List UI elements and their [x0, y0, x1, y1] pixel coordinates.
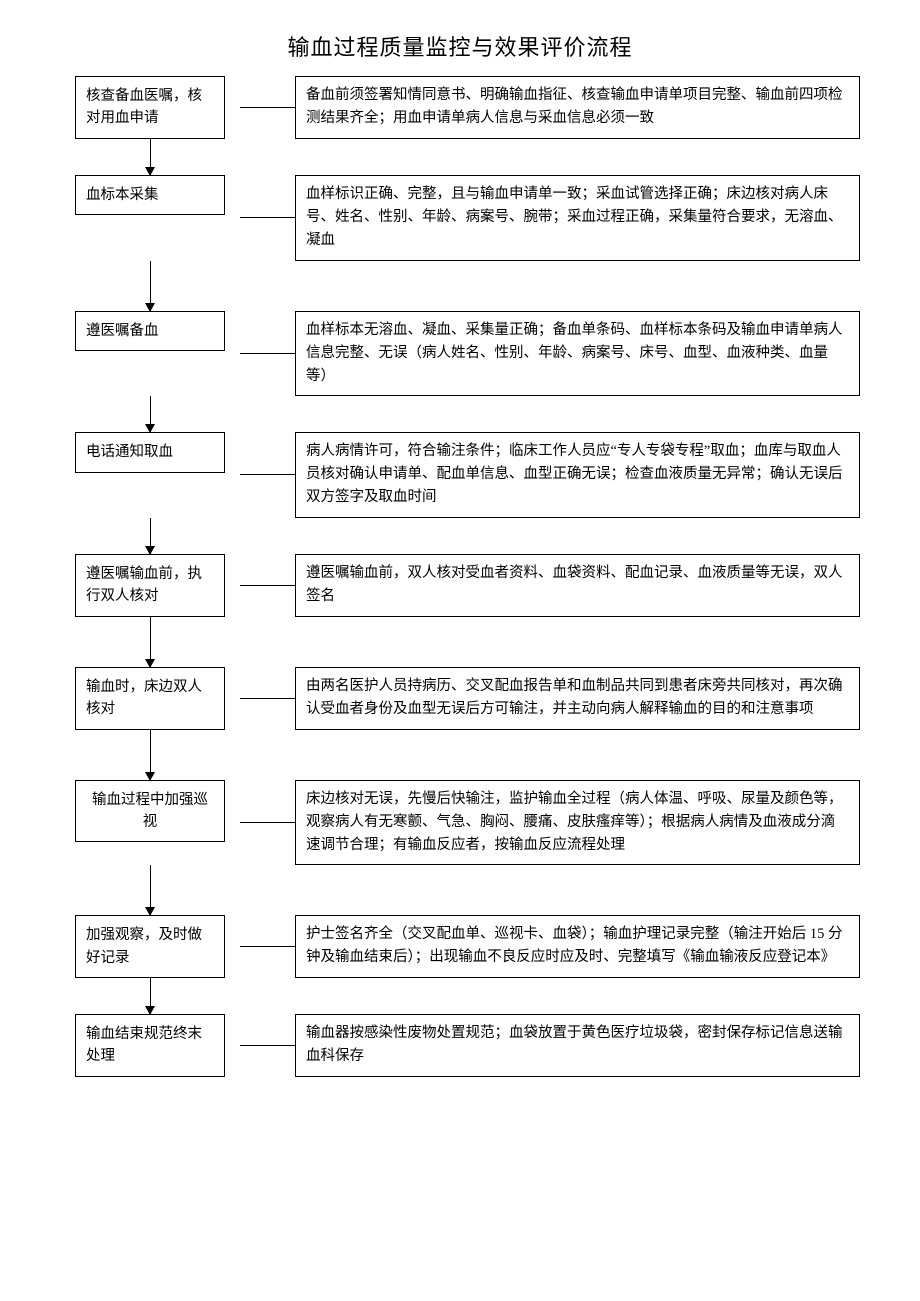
- flow-row: 输血时，床边双人核对 由两名医护人员持病历、交叉配血报告单和血制品共同到患者床旁…: [60, 667, 860, 730]
- flow-row: 电话通知取血 病人病情许可，符合输注条件；临床工作人员应“专人专袋专程”取血；血…: [60, 432, 860, 518]
- connector-horizontal: [240, 107, 295, 108]
- flow-row: 遵医嘱输血前，执行双人核对 遵医嘱输血前，双人核对受血者资料、血袋资料、配血记录…: [60, 554, 860, 617]
- desc-box: 病人病情许可，符合输注条件；临床工作人员应“专人专袋专程”取血；血库与取血人员核…: [295, 432, 860, 518]
- arrow-down-icon: [150, 518, 151, 554]
- connector-horizontal: [240, 585, 295, 586]
- arrow-down-icon: [150, 617, 151, 667]
- arrow-down-icon: [150, 978, 151, 1014]
- step-box: 电话通知取血: [75, 432, 225, 472]
- connector-horizontal: [240, 353, 295, 354]
- flow-row: 遵医嘱备血 血样标本无溶血、凝血、采集量正确；备血单条码、血样标本条码及输血申请…: [60, 311, 860, 397]
- desc-box: 床边核对无误，先慢后快输注，监护输血全过程（病人体温、呼吸、尿量及颜色等，观察病…: [295, 780, 860, 866]
- flow-row: 加强观察，及时做好记录 护士签名齐全（交叉配血单、巡视卡、血袋）；输血护理记录完…: [60, 915, 860, 978]
- desc-box: 血样标本无溶血、凝血、采集量正确；备血单条码、血样标本条码及输血申请单病人信息完…: [295, 311, 860, 397]
- step-box: 血标本采集: [75, 175, 225, 215]
- step-box: 遵医嘱备血: [75, 311, 225, 351]
- desc-box: 遵医嘱输血前，双人核对受血者资料、血袋资料、配血记录、血液质量等无误，双人签名: [295, 554, 860, 617]
- flow-row: 核查备血医嘱，核对用血申请 备血前须签署知情同意书、明确输血指征、核查输血申请单…: [60, 76, 860, 139]
- step-box: 输血过程中加强巡视: [75, 780, 225, 843]
- step-box: 输血时，床边双人核对: [75, 667, 225, 730]
- step-box: 输血结束规范终末处理: [75, 1014, 225, 1077]
- step-box: 遵医嘱输血前，执行双人核对: [75, 554, 225, 617]
- connector-horizontal: [240, 1045, 295, 1046]
- desc-box: 由两名医护人员持病历、交叉配血报告单和血制品共同到患者床旁共同核对，再次确认受血…: [295, 667, 860, 730]
- desc-box: 输血器按感染性废物处置规范；血袋放置于黄色医疗垃圾袋，密封保存标记信息送输血科保…: [295, 1014, 860, 1077]
- page-title: 输血过程质量监控与效果评价流程: [60, 30, 860, 62]
- flow-row: 血标本采集 血样标识正确、完整，且与输血申请单一致；采血试管选择正确；床边核对病…: [60, 175, 860, 261]
- arrow-down-icon: [150, 139, 151, 175]
- desc-box: 备血前须签署知情同意书、明确输血指征、核查输血申请单项目完整、输血前四项检测结果…: [295, 76, 860, 139]
- connector-horizontal: [240, 474, 295, 475]
- flowchart-container: 核查备血医嘱，核对用血申请 备血前须签署知情同意书、明确输血指征、核查输血申请单…: [60, 76, 860, 1077]
- desc-box: 血样标识正确、完整，且与输血申请单一致；采血试管选择正确；床边核对病人床号、姓名…: [295, 175, 860, 261]
- arrow-down-icon: [150, 396, 151, 432]
- flow-row: 输血过程中加强巡视 床边核对无误，先慢后快输注，监护输血全过程（病人体温、呼吸、…: [60, 780, 860, 866]
- connector-horizontal: [240, 217, 295, 218]
- flow-row: 输血结束规范终末处理 输血器按感染性废物处置规范；血袋放置于黄色医疗垃圾袋，密封…: [60, 1014, 860, 1077]
- step-box: 加强观察，及时做好记录: [75, 915, 225, 978]
- step-box: 核查备血医嘱，核对用血申请: [75, 76, 225, 139]
- arrow-down-icon: [150, 730, 151, 780]
- desc-box: 护士签名齐全（交叉配血单、巡视卡、血袋）；输血护理记录完整（输注开始后 15 分…: [295, 915, 860, 978]
- connector-horizontal: [240, 822, 295, 823]
- arrow-down-icon: [150, 865, 151, 915]
- connector-horizontal: [240, 946, 295, 947]
- arrow-down-icon: [150, 261, 151, 311]
- connector-horizontal: [240, 698, 295, 699]
